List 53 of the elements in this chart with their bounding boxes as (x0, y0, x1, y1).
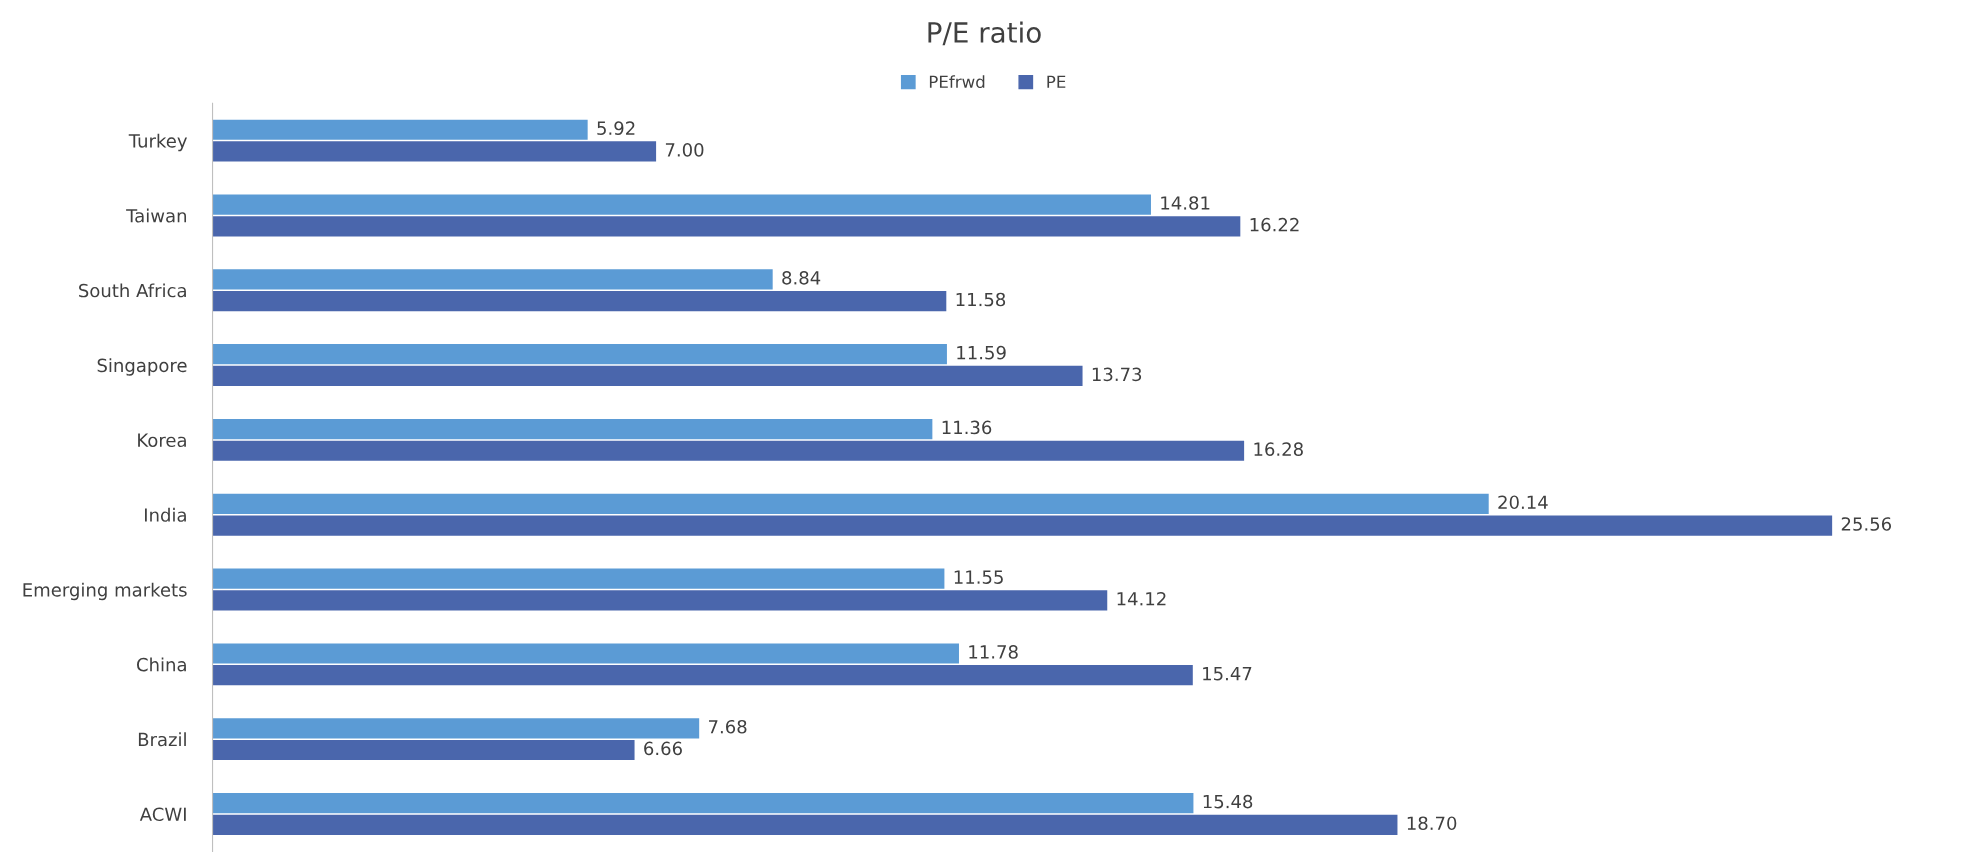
data-label: 18.70 (1407, 816, 1457, 831)
bar (212, 269, 773, 290)
bar (212, 814, 1398, 835)
y-tick-label: Taiwan (126, 208, 187, 223)
bar (212, 365, 1083, 387)
bar (212, 194, 1151, 215)
y-tick-label: Korea (138, 433, 186, 448)
bar (212, 793, 1194, 814)
bar (212, 291, 947, 312)
bar (212, 493, 1489, 514)
y-tick-label: Brazil (138, 732, 186, 747)
y-tick-label: India (145, 507, 186, 522)
y-tick-label: Emerging markets (23, 582, 187, 601)
data-label: 25.56 (1841, 517, 1892, 531)
chart-title: P/E ratio (928, 21, 1041, 46)
bar (212, 739, 635, 761)
bar (212, 418, 933, 440)
data-label: 15.47 (1203, 667, 1252, 681)
data-label: 11.78 (969, 645, 1018, 659)
data-label: 15.48 (1203, 794, 1253, 809)
legend-label: PEfrwd (929, 75, 985, 89)
data-label: 14.12 (1117, 591, 1166, 606)
data-label: 8.84 (782, 270, 821, 285)
y-tick-label: ACWI (139, 807, 186, 822)
data-label: 7.68 (709, 719, 747, 734)
bar (212, 643, 959, 664)
bar (212, 344, 947, 365)
bar (212, 119, 588, 140)
legend-label: PE (1047, 75, 1066, 88)
y-tick-label: China (136, 657, 186, 672)
bar (212, 568, 945, 589)
data-label: 20.14 (1498, 495, 1548, 510)
bar (212, 440, 1245, 461)
bar (212, 216, 1241, 237)
data-label: 14.81 (1161, 196, 1210, 210)
data-label: 13.73 (1092, 367, 1142, 382)
data-label: 6.66 (644, 741, 682, 756)
bar (212, 718, 700, 739)
data-label: 11.36 (942, 420, 992, 435)
bar (212, 515, 1833, 536)
data-label: 5.92 (597, 121, 635, 135)
data-label: 16.22 (1250, 217, 1299, 232)
y-tick-label: Turkey (128, 133, 188, 152)
bar (212, 141, 657, 162)
data-label: 11.55 (954, 570, 1003, 584)
bar (212, 590, 1108, 611)
bar (212, 665, 1193, 686)
y-tick-label: Singapore (97, 358, 187, 376)
data-label: 11.59 (957, 345, 1006, 360)
data-label: 7.00 (665, 143, 704, 157)
y-tick-label: South Africa (79, 283, 186, 298)
data-label: 11.58 (956, 292, 1006, 307)
data-label: 16.28 (1254, 442, 1303, 456)
